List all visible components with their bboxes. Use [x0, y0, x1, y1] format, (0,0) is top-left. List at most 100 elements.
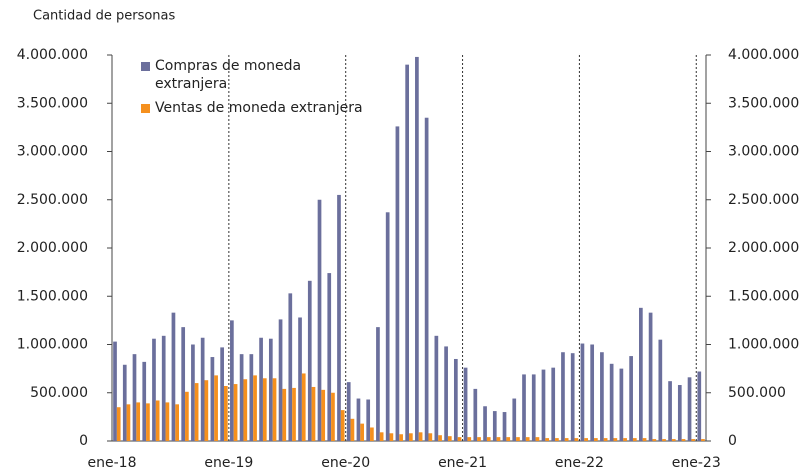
bar: [512, 398, 517, 441]
bar: [249, 354, 254, 441]
bar: [350, 418, 355, 441]
bar: [301, 373, 306, 441]
bar: [307, 280, 312, 441]
x-tick-label: ene-22: [555, 455, 604, 471]
bar: [580, 343, 585, 441]
y2-tick-label: 1.500.000: [728, 288, 799, 304]
bar: [594, 438, 598, 441]
bar: [360, 423, 365, 441]
bar: [116, 407, 121, 441]
bar: [453, 358, 458, 441]
bar: [584, 438, 588, 441]
bar: [239, 354, 244, 441]
bar: [639, 307, 643, 441]
bar: [486, 437, 491, 441]
bar: [564, 438, 569, 441]
bar: [161, 335, 166, 441]
y-tick-label: 4.000.000: [17, 47, 88, 63]
y-tick-label: 3.500.000: [17, 95, 88, 111]
bar: [346, 382, 351, 441]
bar: [321, 389, 326, 441]
y2-tick-label: 1.000.000: [728, 337, 799, 353]
bar: [424, 117, 429, 441]
bar: [525, 437, 530, 441]
bar: [483, 406, 487, 441]
bar: [152, 338, 156, 441]
bar: [619, 368, 624, 441]
y2-tick-label: 4.000.000: [728, 47, 799, 63]
y2-tick-label: 2.000.000: [728, 240, 799, 256]
bar: [496, 437, 501, 441]
legend-swatch: [141, 104, 150, 113]
x-tick-label: ene-20: [321, 455, 370, 471]
bar: [399, 434, 403, 441]
bar: [292, 387, 296, 441]
bar: [253, 375, 257, 441]
bar: [233, 384, 238, 441]
bar: [146, 403, 150, 441]
y2-tick-label: 500.000: [728, 385, 786, 401]
bar: [541, 369, 546, 441]
bar: [463, 367, 468, 441]
bar: [356, 398, 361, 441]
y2-tick-label: 3.500.000: [728, 95, 799, 111]
bar: [600, 352, 604, 441]
bar: [230, 320, 234, 441]
bar: [662, 439, 666, 441]
bar: [405, 64, 409, 442]
bar: [311, 386, 316, 441]
legend-entry: Ventas de moneda extranjera: [155, 100, 363, 116]
bar: [136, 402, 141, 441]
y-tick-label: 2.000.000: [17, 240, 88, 256]
bar: [418, 432, 423, 441]
bar: [113, 341, 117, 441]
legend-entry: Compras de moneda extranjera: [155, 58, 302, 92]
bar: [288, 293, 293, 441]
bar: [613, 438, 618, 441]
y-tick-label: 2.500.000: [17, 192, 88, 208]
bar: [298, 317, 302, 441]
bar: [691, 439, 696, 441]
y2-tick-label: 2.500.000: [728, 192, 799, 208]
bar: [165, 402, 170, 441]
bar: [389, 433, 394, 441]
bar: [366, 399, 371, 441]
bar: [223, 385, 228, 441]
x-tick-label: ene-21: [438, 455, 487, 471]
bar: [603, 438, 608, 441]
y2-tick-label: 0: [728, 433, 737, 449]
bar: [185, 391, 189, 441]
bar: [278, 319, 283, 441]
legend-swatch: [141, 62, 150, 71]
bar: [457, 437, 462, 441]
bar: [701, 439, 705, 441]
bar: [506, 437, 511, 441]
bar: [531, 374, 536, 441]
bar: [545, 438, 550, 441]
bar: [409, 433, 413, 441]
bar: [126, 404, 131, 441]
bar: [434, 335, 439, 441]
bar: [473, 388, 478, 441]
bar: [681, 439, 686, 441]
bar: [516, 437, 520, 441]
bar: [191, 344, 195, 441]
bar: [259, 337, 263, 441]
bar: [629, 356, 633, 441]
x-tick-label: ene-23: [672, 455, 721, 471]
bar: [194, 383, 199, 441]
y-tick-label: 500.000: [30, 385, 88, 401]
bar: [181, 327, 186, 441]
bar: [142, 361, 147, 441]
bar: [648, 312, 653, 441]
bar: [502, 412, 507, 441]
bar: [447, 436, 452, 441]
bar: [171, 312, 176, 441]
bar: [438, 435, 442, 441]
bar: [204, 380, 209, 441]
bar: [340, 410, 345, 441]
bar: [444, 346, 448, 441]
bar: [561, 352, 565, 441]
